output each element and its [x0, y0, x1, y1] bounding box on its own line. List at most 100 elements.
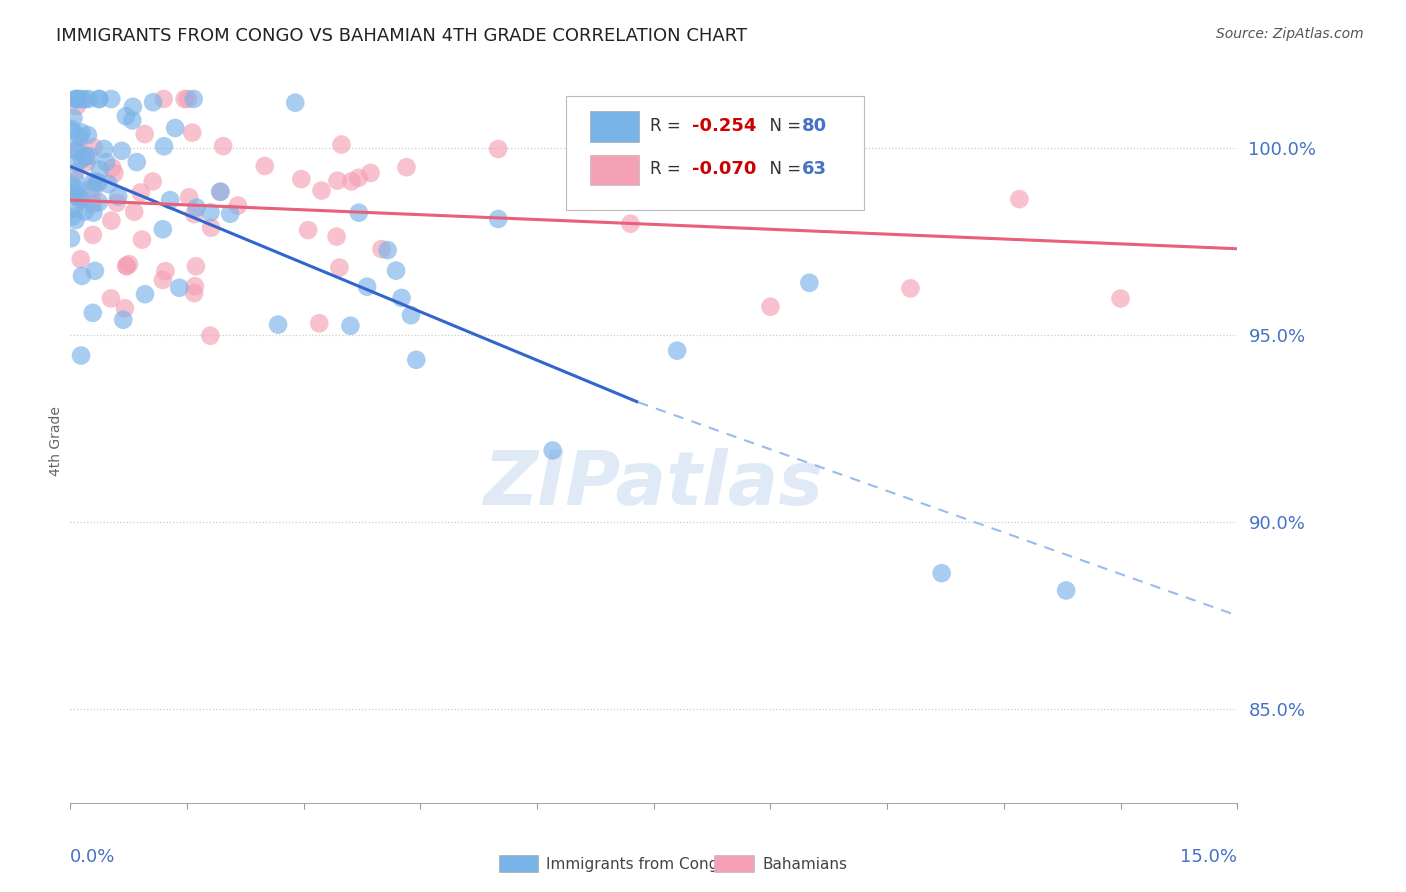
Point: [101, 161, 124, 175]
Point: [115, 109, 138, 123]
Point: [69, 194, 91, 208]
Point: [311, 184, 333, 198]
Point: [80, 181, 103, 195]
Point: [70, 349, 93, 363]
Point: [799, 276, 821, 290]
Point: [60, 210, 83, 224]
Point: [152, 273, 174, 287]
Point: [931, 566, 953, 581]
Point: [395, 160, 418, 174]
Text: 0.0%: 0.0%: [70, 847, 115, 866]
Point: [253, 159, 276, 173]
Point: [100, 213, 122, 227]
Point: [347, 170, 370, 185]
Point: [76, 155, 98, 169]
Point: [200, 328, 222, 343]
Point: [62, 111, 84, 125]
Point: [103, 166, 125, 180]
Point: [69, 252, 91, 267]
Point: [134, 127, 156, 141]
Point: [155, 264, 177, 278]
Text: IMMIGRANTS FROM CONGO VS BAHAMIAN 4TH GRADE CORRELATION CHART: IMMIGRANTS FROM CONGO VS BAHAMIAN 4TH GR…: [56, 27, 748, 45]
Point: [181, 126, 204, 140]
Point: [70, 126, 93, 140]
Point: [118, 257, 141, 271]
Point: [121, 113, 143, 128]
Point: [84, 264, 107, 278]
Point: [89, 162, 111, 177]
Point: [87, 176, 110, 190]
Point: [100, 92, 122, 106]
Point: [134, 287, 156, 301]
Point: [129, 186, 152, 200]
Point: [405, 352, 427, 367]
Point: [326, 174, 349, 188]
Text: Bahamians: Bahamians: [762, 857, 846, 871]
Point: [385, 263, 408, 277]
Point: [173, 92, 195, 106]
Point: [70, 92, 93, 106]
Point: [541, 443, 564, 458]
Point: [93, 142, 115, 156]
Point: [347, 205, 370, 219]
Point: [111, 144, 134, 158]
Point: [1054, 583, 1077, 598]
Point: [66, 144, 89, 158]
Point: [183, 207, 205, 221]
Point: [115, 259, 138, 273]
Point: [63, 92, 86, 106]
Point: [486, 211, 509, 226]
Text: Immigrants from Congo: Immigrants from Congo: [546, 857, 727, 871]
Point: [391, 291, 413, 305]
Point: [75, 149, 97, 163]
Point: [70, 268, 93, 283]
Point: [200, 205, 222, 219]
Point: [183, 92, 205, 106]
Point: [87, 92, 110, 106]
Point: [60, 178, 83, 192]
Point: [219, 207, 242, 221]
Y-axis label: 4th Grade: 4th Grade: [49, 407, 63, 476]
Point: [177, 190, 200, 204]
Point: [1008, 192, 1031, 206]
Point: [152, 222, 174, 236]
Point: [209, 185, 232, 199]
Point: [486, 142, 509, 156]
Point: [73, 204, 96, 219]
Point: [267, 318, 290, 332]
Point: [82, 227, 104, 242]
Point: [399, 308, 422, 322]
Point: [73, 92, 96, 106]
Point: [60, 231, 83, 245]
Point: [83, 140, 105, 154]
Point: [360, 166, 382, 180]
Point: [63, 202, 86, 217]
Text: -0.070: -0.070: [692, 161, 756, 178]
Point: [82, 197, 104, 211]
Point: [115, 259, 138, 273]
Point: [377, 243, 399, 257]
Text: 15.0%: 15.0%: [1180, 847, 1237, 866]
Point: [152, 92, 174, 106]
Point: [297, 223, 319, 237]
FancyBboxPatch shape: [589, 112, 638, 142]
Point: [1109, 292, 1132, 306]
Point: [66, 92, 89, 106]
Point: [100, 292, 122, 306]
Point: [87, 195, 110, 210]
Point: [619, 217, 641, 231]
Point: [77, 92, 100, 106]
Point: [70, 192, 93, 206]
Point: [65, 189, 87, 203]
Point: [96, 155, 118, 169]
Point: [142, 174, 165, 188]
Point: [82, 306, 104, 320]
FancyBboxPatch shape: [589, 154, 638, 185]
Point: [63, 142, 86, 156]
Point: [153, 139, 176, 153]
Point: [114, 301, 136, 316]
Point: [83, 183, 105, 197]
Point: [60, 122, 83, 136]
Text: N =: N =: [759, 161, 806, 178]
Point: [209, 185, 232, 199]
